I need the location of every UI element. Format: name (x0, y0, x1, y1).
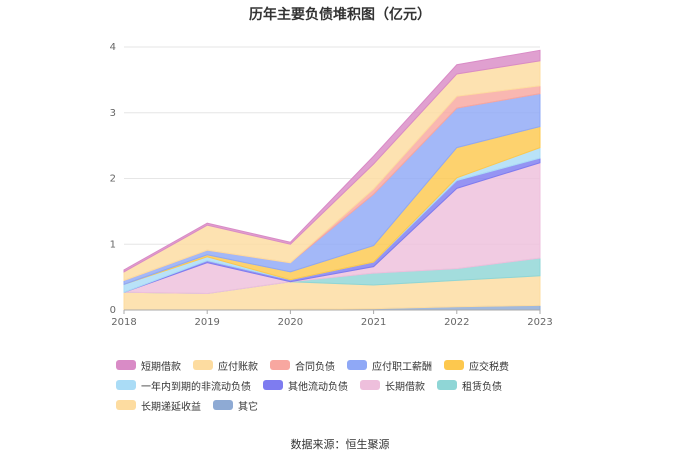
legend-label: 应付职工薪酬 (372, 361, 432, 373)
legend-swatch (193, 360, 213, 370)
legend-swatch (116, 360, 136, 370)
x-tick-label: 2022 (444, 317, 469, 328)
legend-item[interactable]: 长期递延收益 (116, 398, 201, 413)
legend-swatch (116, 400, 136, 410)
area-series-10 (123, 49, 541, 273)
stacked-area-chart: 0 1 2 3 4 2018 2019 2020 2021 2022 2023 (110, 42, 553, 328)
y-tick-label: 0 (110, 305, 116, 316)
chart-legend: 短期借款 应付账款 合同负债 应付职工薪酬 应交税费 一年内到期的非流动负债 其他流动负债长… (116, 358, 586, 413)
legend-label: 其他流动负债 (288, 381, 348, 393)
legend-label: 应付账款 (218, 361, 258, 373)
legend-swatch (347, 360, 367, 370)
legend-swatch (437, 380, 457, 390)
legend-swatch (213, 400, 233, 410)
x-tick-label: 2020 (278, 317, 303, 328)
legend-item[interactable]: 应付账款 (193, 358, 258, 373)
legend-label: 长期递延收益 (141, 401, 201, 413)
legend-label: 短期借款 (141, 361, 181, 373)
legend-label: 应交税费 (469, 361, 509, 373)
y-tick-label: 4 (110, 42, 116, 53)
legend-swatch (116, 380, 136, 390)
legend-swatch (360, 380, 380, 390)
legend-item[interactable]: 短期借款 (116, 358, 181, 373)
legend-item[interactable]: 租赁负债 (437, 378, 502, 393)
chart-title: 历年主要负债堆积图（亿元） (249, 7, 431, 23)
legend-item[interactable]: 长期借款 (360, 378, 425, 393)
x-tick-label: 2019 (194, 317, 219, 328)
legend-item[interactable]: 其他流动负债 (263, 378, 348, 393)
legend-item[interactable]: 合同负债 (270, 358, 335, 373)
y-tick-label: 2 (110, 174, 116, 185)
legend-label: 其它 (238, 401, 258, 413)
legend-label: 租赁负债 (462, 381, 502, 393)
y-tick-label: 3 (110, 108, 116, 119)
legend-swatch (270, 360, 290, 370)
legend-label: 长期借款 (385, 381, 425, 393)
legend-swatch (263, 380, 283, 390)
data-source-note: 数据来源：恒生聚源 (290, 438, 390, 451)
legend-label: 合同负债 (295, 361, 335, 373)
legend-item[interactable]: 一年内到期的非流动负债 (116, 378, 251, 393)
legend-item[interactable]: 应交税费 (444, 358, 509, 373)
y-tick-label: 1 (110, 239, 116, 250)
legend-item[interactable]: 应付职工薪酬 (347, 358, 432, 373)
legend-swatch (444, 360, 464, 370)
legend-item[interactable]: 其它 (213, 398, 258, 413)
x-tick-label: 2023 (527, 317, 552, 328)
x-tick-label: 2021 (361, 317, 386, 328)
legend-label: 一年内到期的非流动负债 (141, 381, 251, 393)
x-tick-label: 2018 (111, 317, 136, 328)
